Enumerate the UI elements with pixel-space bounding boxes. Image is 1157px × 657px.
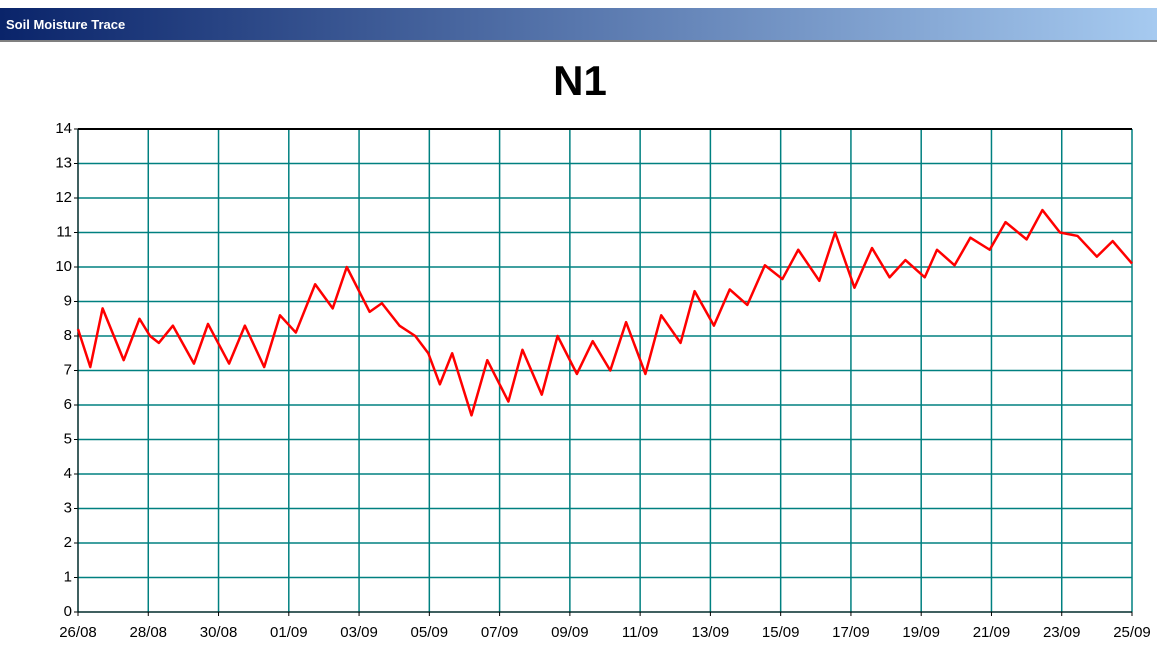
y-tick-label: 9 <box>64 292 72 309</box>
x-tick-label: 19/09 <box>902 624 940 641</box>
y-tick-label: 13 <box>55 154 72 171</box>
y-tick-label: 12 <box>55 189 72 206</box>
x-tick-label: 11/09 <box>622 624 658 641</box>
y-tick-label: 6 <box>64 396 72 413</box>
window-title: Soil Moisture Trace <box>0 8 1157 42</box>
x-tick-label: 26/08 <box>59 624 97 641</box>
y-tick-label: 1 <box>64 568 72 585</box>
y-tick-label: 2 <box>64 534 72 551</box>
y-tick-label: 0 <box>64 603 72 620</box>
x-tick-label: 15/09 <box>762 624 800 641</box>
x-tick-label: 21/09 <box>973 624 1011 641</box>
x-tick-label: 28/08 <box>129 624 167 641</box>
y-tick-label: 4 <box>64 465 72 482</box>
y-tick-label: 8 <box>64 327 72 344</box>
x-tick-label: 13/09 <box>692 624 730 641</box>
y-tick-label: 11 <box>56 223 72 240</box>
data-line <box>76 208 1133 417</box>
y-tick-label: 3 <box>64 499 72 516</box>
x-tick-label: 07/09 <box>481 624 519 641</box>
x-tick-label: 01/09 <box>270 624 308 641</box>
y-tick-label: 7 <box>64 361 72 378</box>
y-tick-label: 10 <box>55 258 72 275</box>
x-tick-label: 30/08 <box>200 624 238 641</box>
chart-title: N1 <box>553 57 607 104</box>
x-tick-label: 23/09 <box>1043 624 1081 641</box>
x-tick-label: 17/09 <box>832 624 870 641</box>
x-tick-label: 03/09 <box>340 624 378 641</box>
y-tick-label: 14 <box>55 120 72 137</box>
y-tick-label: 5 <box>64 430 72 447</box>
x-tick-label: 05/09 <box>411 624 449 641</box>
x-tick-label: 09/09 <box>551 624 589 641</box>
x-tick-label: 25/09 <box>1113 624 1151 641</box>
